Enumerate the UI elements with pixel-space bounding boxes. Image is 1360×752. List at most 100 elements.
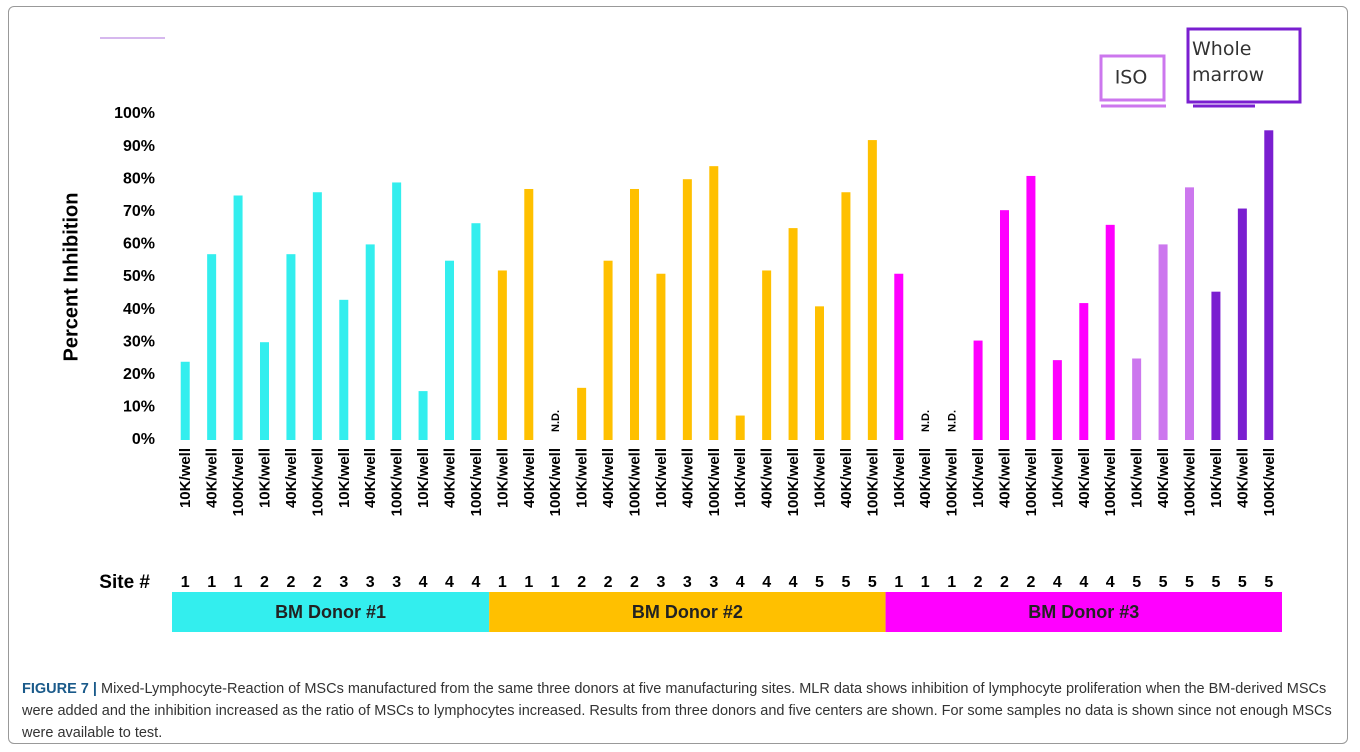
site-label: 4 xyxy=(419,574,428,591)
bar xyxy=(630,188,639,440)
site-label: 4 xyxy=(1106,574,1115,591)
site-row-label: Site # xyxy=(99,572,150,593)
bar xyxy=(312,192,322,440)
site-label: 4 xyxy=(471,574,480,591)
x-tick-label: 10K/well xyxy=(256,448,273,508)
bar xyxy=(841,192,851,440)
site-label: 5 xyxy=(1211,574,1220,591)
site-label: 2 xyxy=(604,574,613,591)
site-label: 5 xyxy=(1132,574,1141,591)
site-label: 1 xyxy=(894,574,903,591)
x-tick-label: 40K/well xyxy=(1155,448,1172,508)
bar xyxy=(524,188,534,440)
y-tick-label: 10% xyxy=(123,399,155,416)
site-label: 2 xyxy=(286,574,295,591)
x-tick-label: 10K/well xyxy=(177,448,194,508)
x-tick-label: 10K/well xyxy=(811,448,828,508)
x-tick-label: 100K/well xyxy=(1181,448,1198,516)
site-label: 5 xyxy=(1264,574,1273,591)
site-label: 3 xyxy=(656,574,665,591)
bar xyxy=(788,228,798,440)
caption: FIGURE 7 | Mixed-Lymphocyte-Reaction of … xyxy=(22,678,1340,744)
group-label: BM Donor #3 xyxy=(1028,602,1139,622)
bar xyxy=(207,254,217,440)
bar xyxy=(497,270,507,440)
site-label: 4 xyxy=(736,574,745,591)
group-label: BM Donor #1 xyxy=(275,602,386,622)
site-label: 5 xyxy=(1238,574,1247,591)
bar xyxy=(1237,208,1247,440)
x-tick-label: 40K/well xyxy=(1234,448,1251,508)
site-label: 3 xyxy=(392,574,401,591)
x-tick-label: 40K/well xyxy=(1076,448,1093,508)
x-tick-label: 40K/well xyxy=(204,448,221,508)
y-axis-label: Percent Inhibition xyxy=(60,193,82,362)
y-tick-label: 50% xyxy=(123,268,155,285)
x-tick-label: 10K/well xyxy=(336,448,353,508)
bar xyxy=(339,299,349,440)
site-label: 2 xyxy=(577,574,586,591)
x-tick-label: 40K/well xyxy=(996,448,1013,508)
y-tick-label: 70% xyxy=(123,203,155,220)
x-tick-label: 40K/well xyxy=(362,448,379,508)
bar xyxy=(1264,130,1274,441)
site-label: 4 xyxy=(762,574,771,591)
site-label: 5 xyxy=(1159,574,1168,591)
bar xyxy=(682,179,692,440)
site-label: 4 xyxy=(789,574,798,591)
site-label: 2 xyxy=(1026,574,1035,591)
bar xyxy=(392,182,402,440)
legend-label: Whole marrow xyxy=(1192,38,1265,86)
legend-label: ISO xyxy=(1115,67,1148,89)
x-tick-label: 100K/well xyxy=(944,448,961,516)
bar xyxy=(656,273,666,440)
x-tick-label: 100K/well xyxy=(1102,448,1119,516)
x-tick-label: 10K/well xyxy=(1049,448,1066,508)
value-label: N.D. xyxy=(550,410,562,432)
x-tick-label: 10K/well xyxy=(732,448,749,508)
x-tick-label: 10K/well xyxy=(1129,448,1146,508)
bar xyxy=(894,273,904,440)
site-label: 1 xyxy=(524,574,533,591)
x-tick-label: 40K/well xyxy=(679,448,696,508)
site-label: 3 xyxy=(339,574,348,591)
site-label: 5 xyxy=(868,574,877,591)
y-tick-label: 20% xyxy=(123,366,155,383)
x-tick-label: 100K/well xyxy=(1261,448,1278,516)
x-tick-label: 100K/well xyxy=(468,448,485,516)
caption-label: FIGURE 7 | xyxy=(22,681,97,697)
site-label: 1 xyxy=(947,574,956,591)
y-tick-label: 80% xyxy=(123,170,155,187)
bar xyxy=(471,223,481,440)
x-tick-label: 40K/well xyxy=(521,448,538,508)
bar xyxy=(1158,244,1168,440)
site-label: 3 xyxy=(366,574,375,591)
bar xyxy=(709,166,719,440)
legend-box xyxy=(1099,54,1166,102)
bar xyxy=(867,140,877,440)
x-tick-label: 100K/well xyxy=(626,448,643,516)
bar xyxy=(286,254,296,440)
y-tick-label: 40% xyxy=(123,301,155,318)
bar xyxy=(1052,360,1062,440)
legend-box xyxy=(1186,27,1302,104)
site-label: 2 xyxy=(260,574,269,591)
site-label: 3 xyxy=(709,574,718,591)
value-label: N.D. xyxy=(920,410,932,432)
x-tick-label: 100K/well xyxy=(864,448,881,516)
site-label: 3 xyxy=(683,574,692,591)
y-tick-label: 90% xyxy=(123,138,155,155)
site-label: 1 xyxy=(207,574,216,591)
bar xyxy=(1132,358,1142,440)
x-tick-label: 40K/well xyxy=(283,448,300,508)
site-label: 1 xyxy=(921,574,930,591)
site-label: 5 xyxy=(841,574,850,591)
bar xyxy=(445,260,454,440)
value-label: N.D. xyxy=(947,410,959,432)
group-band xyxy=(172,592,490,632)
site-label: 4 xyxy=(1053,574,1062,591)
site-label: 5 xyxy=(815,574,824,591)
y-tick-label: 30% xyxy=(123,333,155,350)
site-label: 4 xyxy=(1079,574,1088,591)
y-tick-label: 60% xyxy=(123,236,155,253)
